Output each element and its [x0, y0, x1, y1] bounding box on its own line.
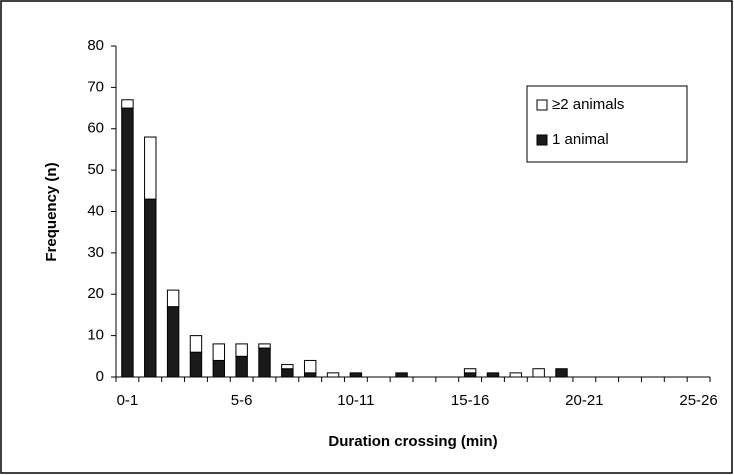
x-tick-label: 5-6 [231, 392, 253, 409]
x-tick-label: 20-21 [565, 392, 603, 409]
legend-swatch [536, 99, 548, 111]
legend-label: ≥2 animals [552, 96, 624, 113]
bar-segment [281, 364, 294, 370]
x-axis-title: Duration crossing (min) [328, 433, 497, 450]
y-tick-label: 80 [87, 37, 104, 54]
bar-segment [166, 289, 180, 308]
bar-segment [486, 372, 500, 378]
bar-segment [189, 335, 203, 353]
y-tick-label: 10 [87, 327, 104, 344]
legend-swatch [536, 134, 548, 146]
bar-segment [166, 306, 180, 378]
bar-segment [235, 343, 248, 357]
bar-segment [121, 99, 134, 109]
bar-segment [509, 372, 523, 378]
x-tick-label: 25-26 [679, 392, 717, 409]
bar-segment [235, 355, 248, 378]
bar-segment [555, 368, 568, 378]
legend-label: 1 animal [552, 131, 609, 148]
bar-segment [189, 351, 203, 378]
bar-segment [212, 359, 226, 378]
x-tick-label: 0-1 [117, 392, 139, 409]
bar-segment [303, 359, 317, 374]
bar-segment [349, 372, 363, 378]
bar-segment [463, 368, 477, 374]
bar-segment [212, 343, 226, 361]
y-tick-label: 40 [87, 202, 104, 219]
y-axis-title: Frequency (n) [43, 162, 60, 261]
y-tick-label: 70 [87, 78, 104, 95]
bar-segment [463, 372, 477, 378]
y-tick-label: 0 [96, 368, 104, 385]
y-tick-label: 50 [87, 161, 104, 178]
x-tick-label: 15-16 [451, 392, 489, 409]
bar-segment [532, 368, 545, 378]
y-tick-label: 20 [87, 285, 104, 302]
bar-segment [281, 368, 294, 378]
bar-segment [395, 372, 408, 378]
x-tick-label: 10-11 [337, 392, 374, 409]
bar-segment [326, 372, 340, 378]
bar-segment [258, 343, 271, 349]
y-tick-label: 30 [87, 244, 104, 261]
bar-segment [303, 372, 317, 378]
bar-segment [121, 107, 134, 378]
y-tick-label: 60 [87, 120, 104, 137]
bar-segment [144, 198, 157, 378]
bar-segment [258, 347, 271, 378]
legend-box [526, 85, 688, 163]
bar-segment [144, 136, 157, 200]
